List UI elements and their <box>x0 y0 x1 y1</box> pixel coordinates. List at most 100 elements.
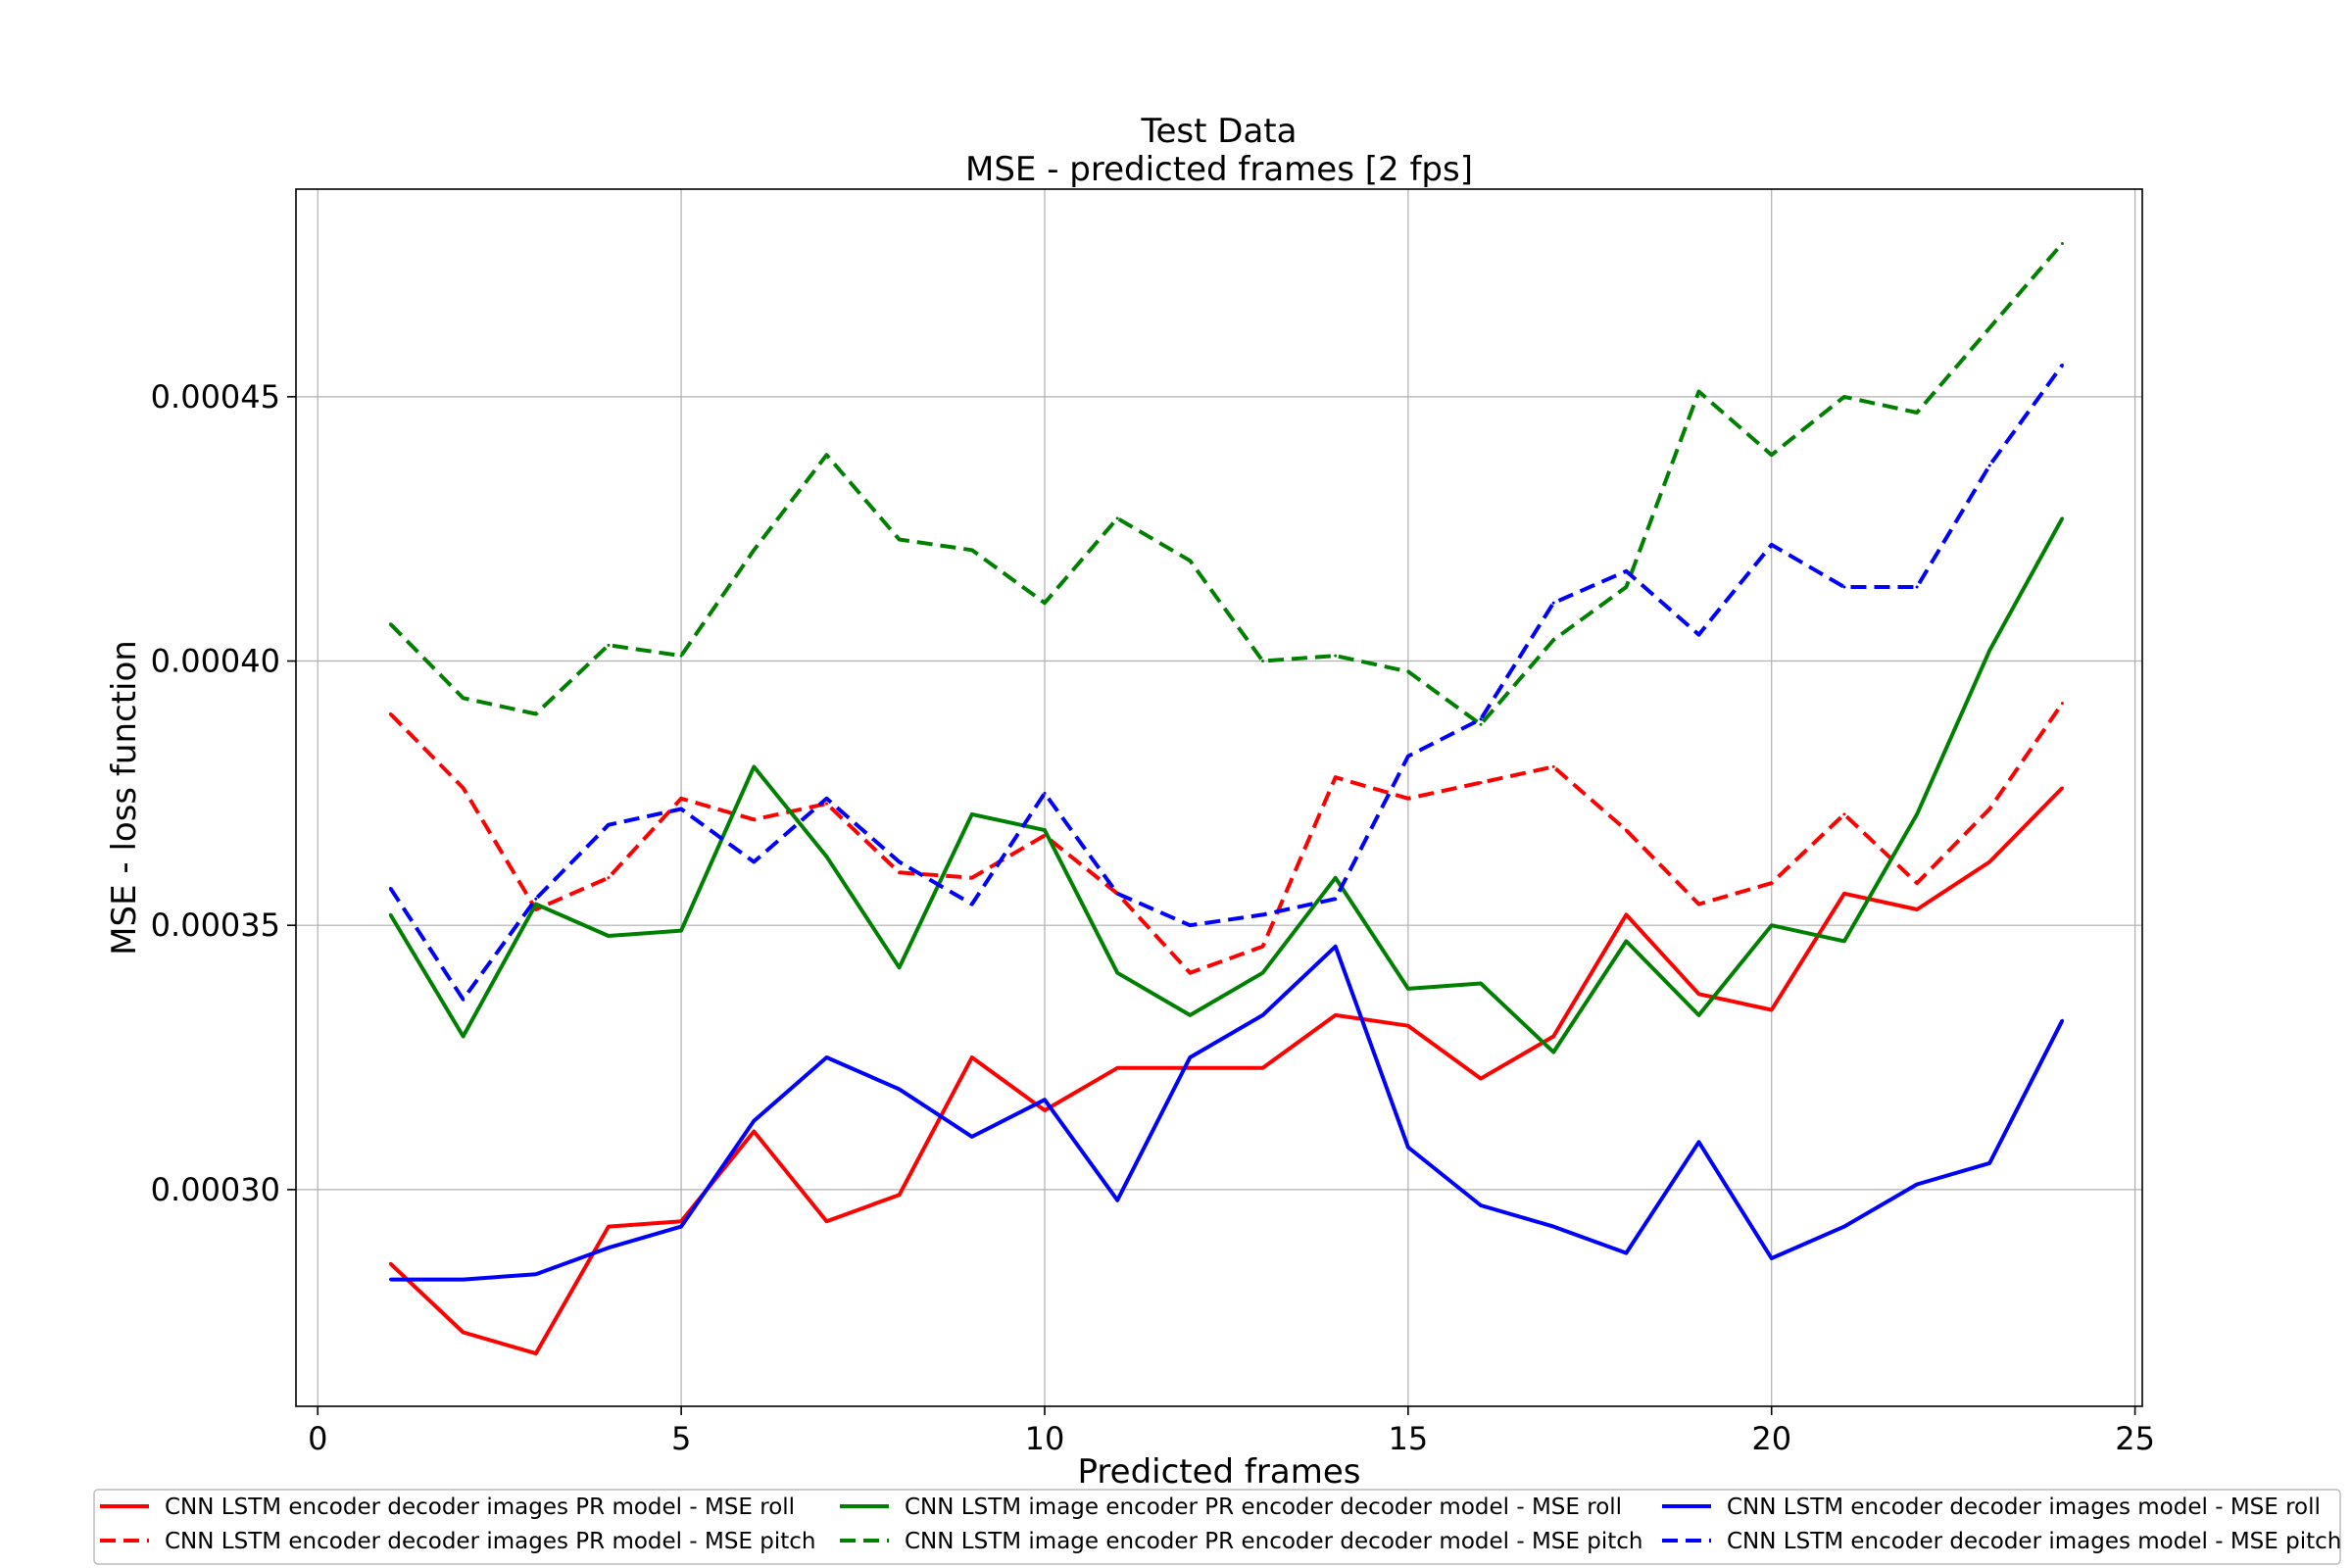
data-point <box>534 903 538 906</box>
data-point <box>1115 1066 1119 1070</box>
data-point <box>1115 971 1119 975</box>
data-point <box>1697 903 1701 906</box>
data-point <box>1770 923 1774 927</box>
data-point <box>2060 1018 2064 1022</box>
x-tick-label: 20 <box>1751 1420 1791 1457</box>
data-point <box>1915 812 1919 816</box>
data-point <box>1551 1051 1555 1054</box>
data-point <box>1261 971 1265 975</box>
data-point <box>1406 1146 1410 1150</box>
data-point <box>1479 781 1483 785</box>
data-point <box>679 1225 683 1229</box>
series-line-6 <box>388 364 2065 1002</box>
data-point <box>2060 516 2064 520</box>
data-point <box>462 998 466 1002</box>
data-point <box>1987 464 1991 467</box>
data-point <box>679 654 683 658</box>
data-point <box>388 1261 392 1265</box>
data-point <box>1261 945 1265 949</box>
data-point <box>1334 654 1338 658</box>
y-axis: 0.00030 0.00035 0.00040 0.00045 <box>151 378 296 1208</box>
data-point <box>1479 1203 1483 1207</box>
data-point <box>752 548 756 552</box>
data-point <box>1987 1161 1991 1165</box>
data-point <box>970 1135 974 1139</box>
y-tick-label: 0.00035 <box>151 906 280 944</box>
data-point <box>970 812 974 816</box>
data-point <box>1188 1066 1192 1070</box>
data-point <box>1842 585 1846 589</box>
data-point <box>1842 892 1846 896</box>
data-point <box>1987 649 1991 653</box>
data-point <box>824 1219 828 1223</box>
data-point <box>534 897 538 901</box>
data-point <box>1334 775 1338 779</box>
x-axis: 0 5 10 15 20 25 <box>308 1406 2155 1457</box>
data-point <box>1479 717 1483 721</box>
x-tick-label: 25 <box>2115 1420 2155 1457</box>
chart-title: Test Data MSE - predicted frames [2 fps] <box>965 112 1473 189</box>
data-point <box>1479 722 1483 726</box>
data-point <box>1406 987 1410 991</box>
chart-title-line-1: Test Data <box>1141 112 1298 151</box>
x-tick-label: 0 <box>308 1420 327 1457</box>
data-point <box>898 1193 902 1197</box>
data-point <box>898 965 902 969</box>
data-point <box>1624 828 1628 832</box>
data-point <box>1915 1182 1919 1186</box>
data-point <box>607 1246 611 1250</box>
data-point <box>1842 812 1846 816</box>
data-point <box>1043 791 1047 795</box>
legend-label: CNN LSTM encoder decoder images PR model… <box>165 1494 795 1520</box>
y-tick-label: 0.00040 <box>151 643 280 680</box>
data-point <box>2060 702 2064 706</box>
data-point <box>1697 992 1701 996</box>
y-axis-label: MSE - loss function <box>105 640 144 956</box>
data-point <box>607 823 611 827</box>
data-point <box>1334 945 1338 949</box>
data-point <box>1188 923 1192 927</box>
data-point <box>824 453 828 457</box>
legend-label: CNN LSTM encoder decoder images PR model… <box>165 1529 816 1554</box>
data-point <box>898 870 902 874</box>
data-point <box>679 808 683 811</box>
data-point <box>1043 1098 1047 1102</box>
data-point <box>388 912 392 916</box>
data-point <box>752 764 756 768</box>
data-point <box>752 1119 756 1123</box>
data-point <box>388 1278 392 1282</box>
data-point <box>462 696 466 700</box>
series-line-5 <box>390 944 2065 1282</box>
data-point <box>1770 543 1774 547</box>
legend-label: CNN LSTM encoder decoder images model - … <box>1727 1494 2321 1520</box>
data-point <box>1770 1007 1774 1011</box>
data-point <box>1551 638 1555 642</box>
data-point <box>1551 764 1555 768</box>
data-point <box>1043 1108 1047 1112</box>
y-tick-label: 0.00045 <box>151 378 280 416</box>
data-point <box>1624 1251 1628 1255</box>
x-tick-label: 5 <box>671 1420 691 1457</box>
legend: CNN LSTM encoder decoder images PR model… <box>93 1489 2341 1565</box>
data-point <box>534 711 538 715</box>
data-point <box>1697 1140 1701 1144</box>
data-point <box>1188 1013 1192 1017</box>
data-point <box>607 1225 611 1229</box>
data-point <box>898 537 902 541</box>
data-point <box>824 1055 828 1059</box>
data-point <box>1551 601 1555 605</box>
data-point <box>898 1087 902 1091</box>
data-point <box>1624 939 1628 943</box>
data-point <box>1624 585 1628 589</box>
x-tick-label: 10 <box>1025 1420 1065 1457</box>
data-point <box>898 859 902 863</box>
series-line-1 <box>389 786 2064 1356</box>
data-point <box>1624 912 1628 916</box>
data-point <box>1770 453 1774 457</box>
data-point <box>2060 241 2064 245</box>
data-point <box>1043 828 1047 832</box>
data-point <box>1261 912 1265 916</box>
data-point <box>2060 786 2064 790</box>
data-point <box>1697 633 1701 637</box>
